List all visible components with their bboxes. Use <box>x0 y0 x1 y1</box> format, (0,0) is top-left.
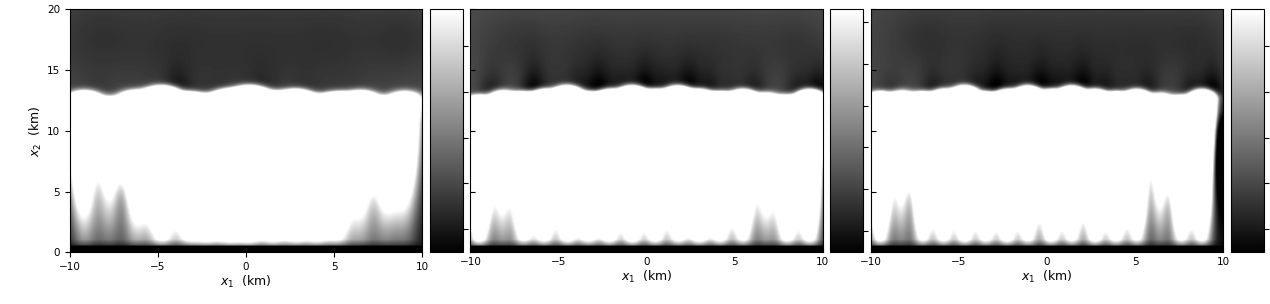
X-axis label: $x_1$  (km): $x_1$ (km) <box>1021 268 1073 285</box>
Y-axis label: $x_2$  (km): $x_2$ (km) <box>28 105 44 157</box>
X-axis label: $x_1$  (km): $x_1$ (km) <box>621 268 672 285</box>
X-axis label: $x_1$  (km): $x_1$ (km) <box>220 273 272 289</box>
